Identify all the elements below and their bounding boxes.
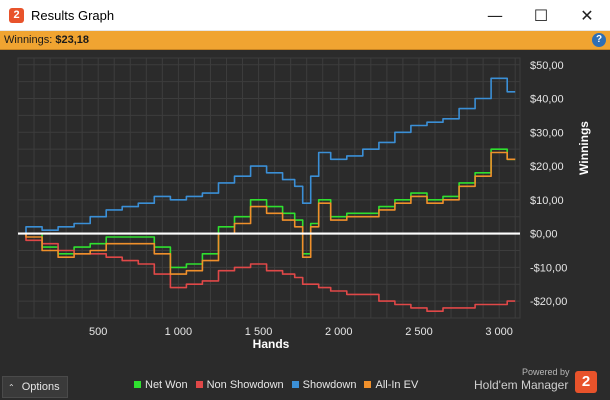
grid-lines	[17, 57, 521, 319]
legend-item-all-in-ev[interactable]: All-In EV	[364, 379, 418, 391]
legend-swatch	[195, 381, 203, 388]
x-tick-label: 1 000	[165, 326, 193, 338]
footer-bar: ⌃ Options Net Won Non Showdown Showdown All-…	[0, 367, 610, 400]
y-tick-label: $50,00	[530, 60, 564, 72]
winnings-label: Winnings:	[4, 34, 53, 46]
legend-label: Net Won	[145, 379, 188, 391]
series-line-non-showdown	[18, 232, 516, 312]
y-tick-label: $20,00	[530, 161, 564, 173]
y-axis-ticks: $50,00 $40,00 $30,00 $20,00 $10,00 $0,00 -$10,…	[530, 60, 567, 308]
series-line-all-in-ev	[18, 151, 516, 275]
y-tick-label: -$10,00	[530, 262, 567, 274]
legend-swatch	[291, 381, 299, 388]
y-tick-label: -$20,00	[530, 296, 567, 308]
options-button[interactable]: ⌃ Options	[2, 376, 68, 398]
x-tick-label: 3 000	[485, 326, 513, 338]
y-tick-label: $0,00	[530, 229, 558, 241]
series-line-net-won	[18, 148, 516, 269]
help-icon[interactable]: ?	[592, 33, 606, 47]
legend-swatch	[134, 381, 141, 388]
series-line-showdown	[18, 77, 516, 235]
legend-item-showdown[interactable]: Showdown	[291, 379, 357, 391]
y-axis-label: Winnings	[577, 121, 591, 175]
app-logo-icon: 2	[9, 8, 24, 23]
x-tick-label: 1 500	[245, 326, 273, 338]
close-button[interactable]: ✕	[580, 6, 594, 25]
legend-item-net-won[interactable]: Net Won	[134, 379, 188, 391]
minimize-button[interactable]: —	[487, 6, 503, 25]
results-chart: $50,00 $40,00 $30,00 $20,00 $10,00 $0,00 -$10,…	[17, 57, 591, 351]
x-tick-label: 2 000	[325, 326, 353, 338]
chevron-up-icon: ⌃	[8, 383, 15, 392]
y-tick-label: $30,00	[530, 127, 564, 139]
winnings-summary: Winnings: $23,18	[4, 34, 89, 46]
window-title: Results Graph	[31, 8, 115, 23]
x-axis-ticks: 500 1 000 1 500 2 000 2 500 3 000	[89, 326, 513, 338]
plot-area	[17, 57, 521, 319]
options-label: Options	[21, 381, 60, 393]
x-axis-label: Hands	[253, 337, 290, 351]
legend-label: Showdown	[302, 379, 357, 391]
y-tick-label: $40,00	[530, 94, 564, 106]
maximize-button[interactable]: ☐	[533, 6, 549, 25]
title-bar[interactable]: 2 Results Graph — ☐ ✕	[0, 0, 610, 31]
legend: Net Won Non Showdown Showdown All-In EV	[134, 379, 426, 393]
x-tick-label: 500	[89, 326, 107, 338]
series-lines	[18, 77, 516, 312]
legend-item-non-showdown[interactable]: Non Showdown	[195, 379, 284, 391]
brand-name: Hold'em Manager	[474, 378, 569, 392]
summary-bar: Winnings: $23,18 ?	[0, 31, 610, 50]
x-tick-label: 2 500	[405, 326, 433, 338]
legend-label: Non Showdown	[206, 379, 284, 391]
brand-logo-icon: 2	[575, 371, 597, 393]
powered-by-text: Powered by	[522, 367, 570, 377]
winnings-value: $23,18	[55, 34, 90, 46]
legend-label: All-In EV	[375, 379, 419, 391]
y-tick-label: $10,00	[530, 195, 564, 207]
legend-swatch	[364, 381, 372, 388]
